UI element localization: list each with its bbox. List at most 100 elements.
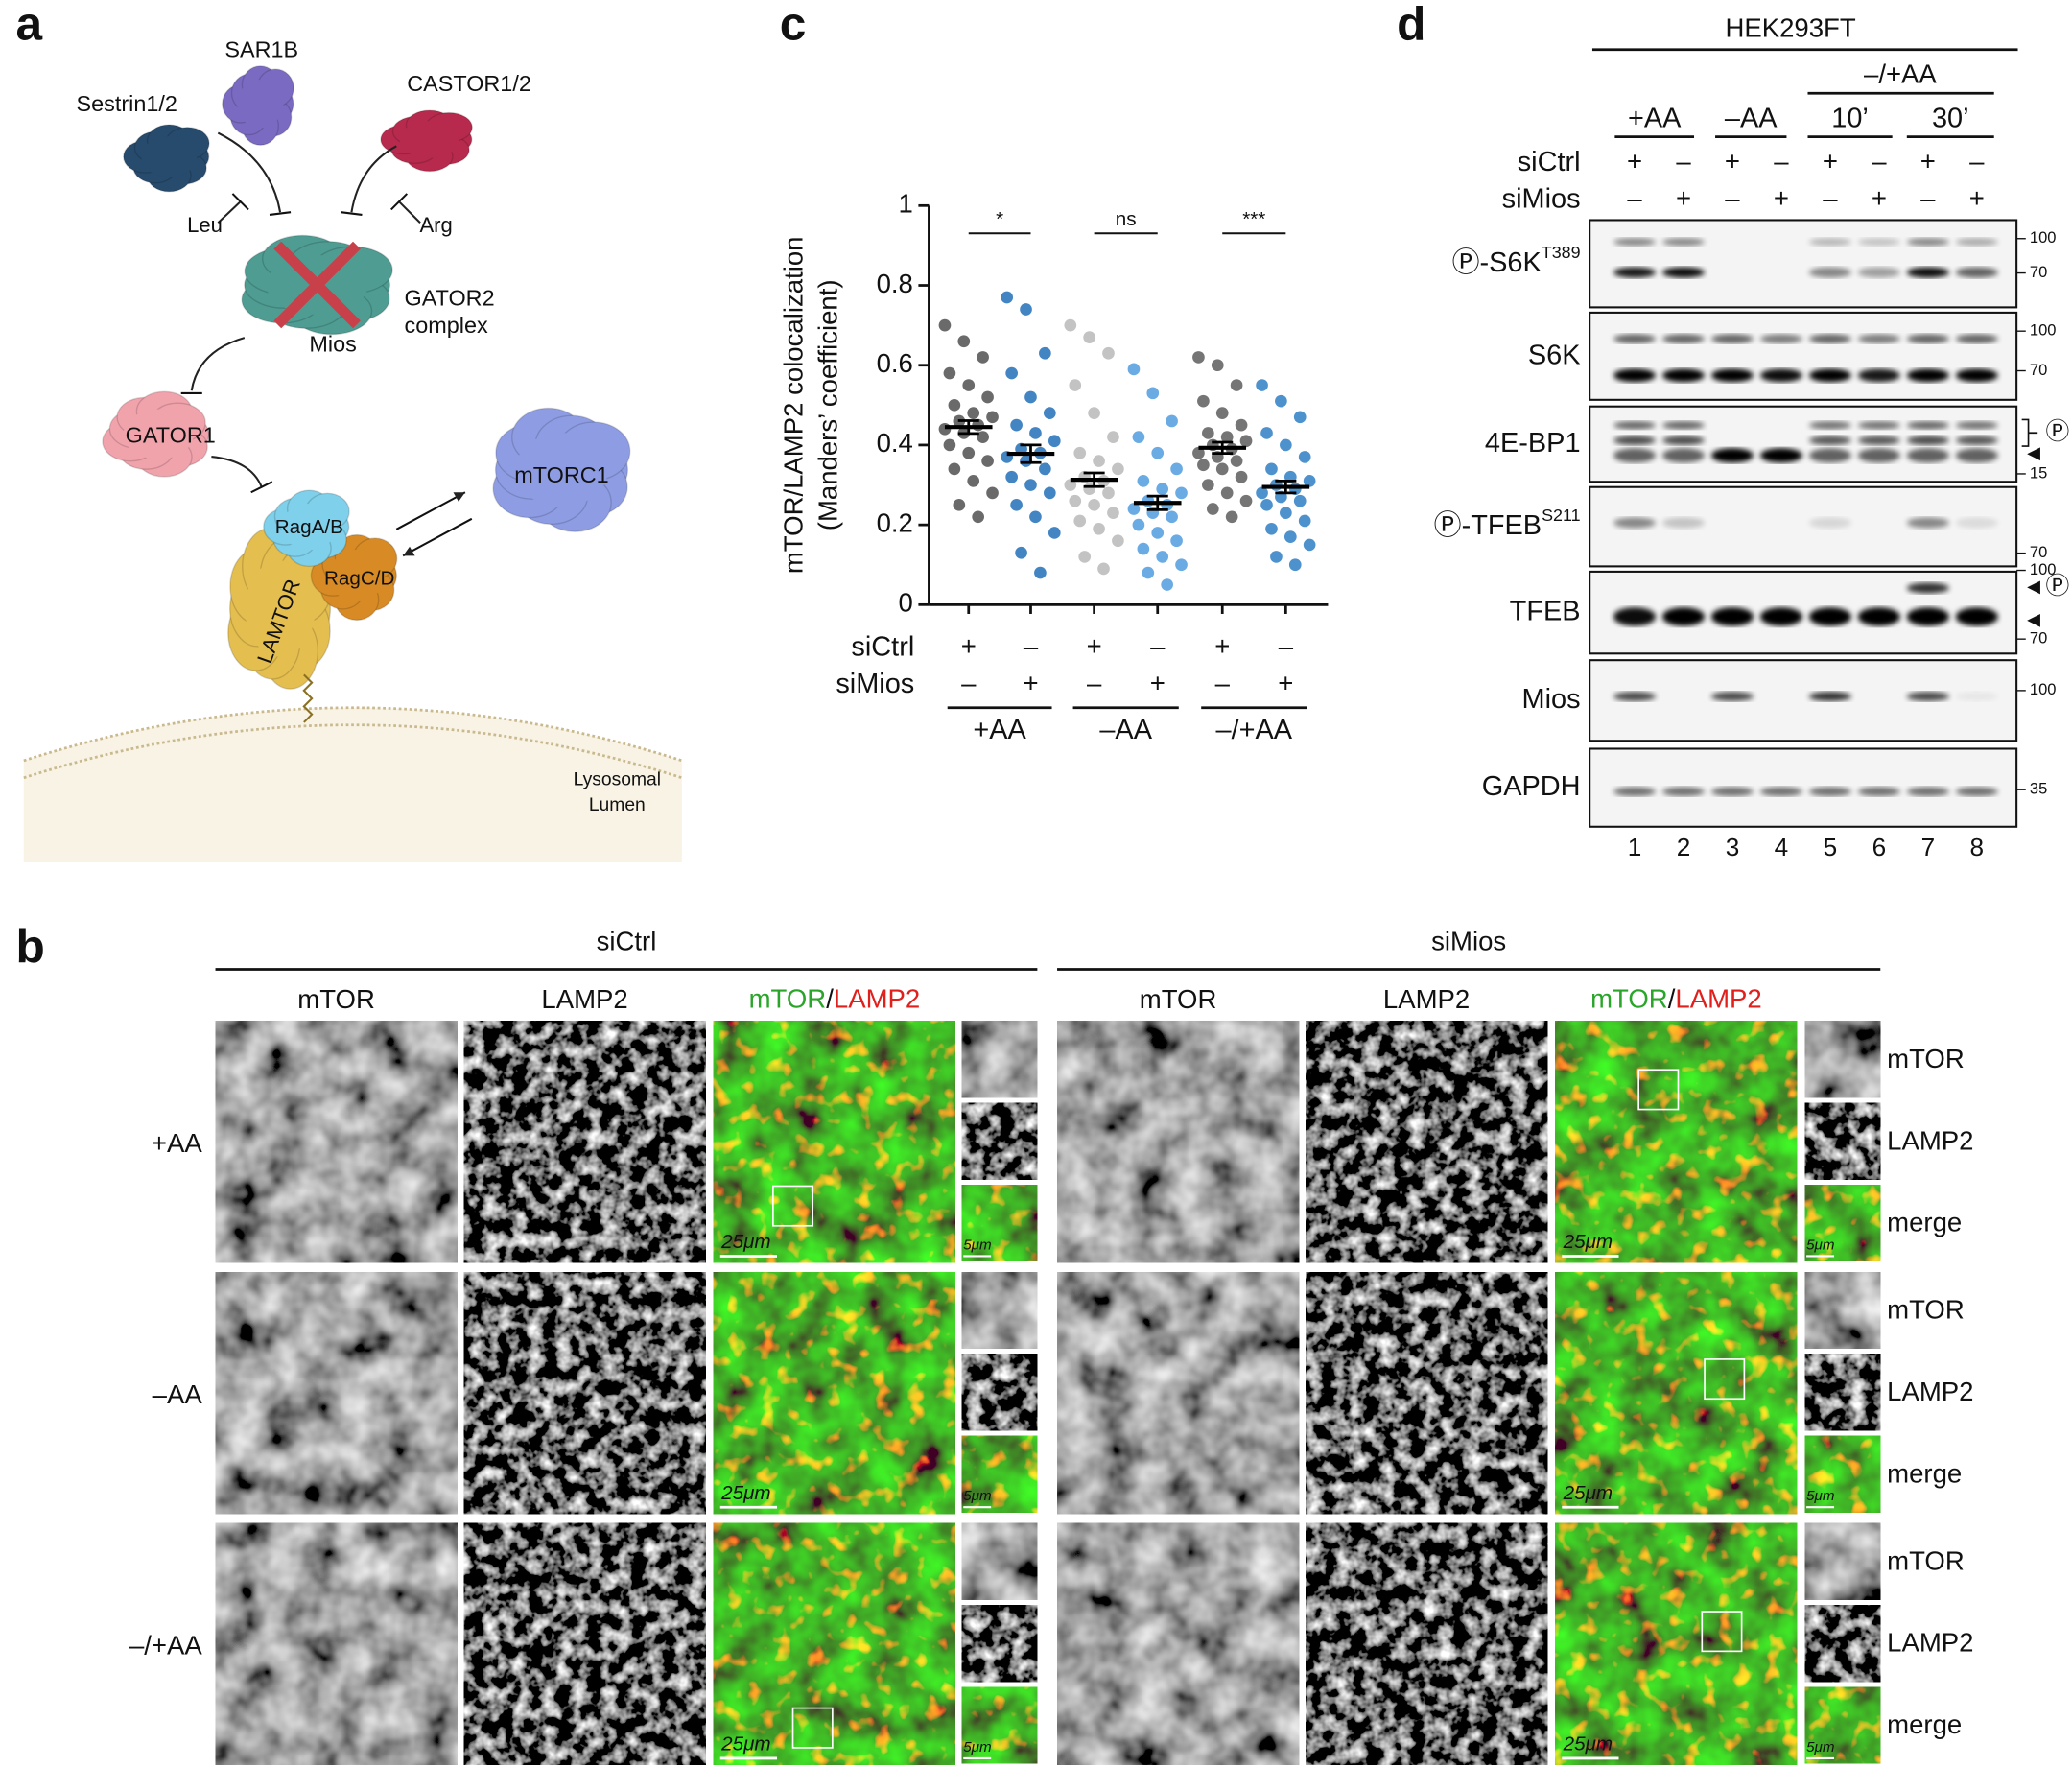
marker-label: 100 [2030,560,2057,578]
cell-line: HEK293FT [1725,12,1855,42]
scale-label: 5μm [963,1739,991,1755]
band [1661,517,1706,529]
cross [273,241,361,329]
marker-label: 70 [2030,629,2047,648]
data-point [1146,387,1160,400]
inset-label: merge [1887,1709,1962,1739]
scale-label: 25μm [1563,1482,1613,1504]
band [1661,436,1706,445]
band [1906,368,1949,383]
blot-label: TFEB [1510,596,1581,626]
data-point [1029,510,1042,524]
data-point [1256,379,1268,391]
data-point [1001,291,1014,304]
significance: *** [1242,208,1265,230]
header-part: LAMP2 [834,984,920,1014]
arrow [402,517,473,557]
band [1661,421,1706,430]
band [1808,238,1851,247]
data-point [1015,546,1027,559]
lane-number: 6 [1872,833,1887,861]
data-point [1202,479,1214,491]
label: SAR1B [224,36,298,61]
data-point [1142,566,1155,579]
scale-label: 5μm [1806,1237,1834,1253]
data-point [967,475,980,487]
band [1661,334,1706,343]
roi-box [1637,1069,1680,1111]
treatment-sign: + [1676,183,1691,213]
treatment-sign: + [1023,669,1038,698]
blot-label: 4E-BP1 [1485,428,1581,459]
data-point [1156,483,1169,496]
sar1b-protein [222,65,294,146]
blob-core [329,550,385,602]
roi-box [772,1185,814,1227]
band [1857,368,1900,383]
data-point [1293,411,1307,424]
error-bar [1146,494,1168,511]
label: Arg [419,213,452,237]
data-point [1093,455,1105,467]
data-point [1097,562,1110,576]
data-point [1132,518,1145,531]
band [1759,448,1802,463]
inset [1804,1354,1881,1431]
data-point [1270,551,1283,563]
band [1661,368,1706,383]
roi-box [791,1707,834,1749]
blot-name: TFEB [1510,596,1581,626]
data-point [1260,427,1273,439]
label: mTORC1 [514,462,608,487]
data-point [1107,507,1119,519]
inset [961,1435,1038,1513]
band [1613,267,1657,278]
blot [1589,747,2018,828]
data-point [1088,407,1100,419]
condition-label: +AA [973,715,1026,745]
inset [961,1021,1038,1098]
row-label: siMios [1502,183,1581,214]
data-point [1275,394,1287,408]
band [1857,238,1900,247]
data-point [1127,363,1141,376]
data-point [1303,538,1316,552]
blot-label: Ⓟ-S6KT389 [1452,243,1581,278]
condition-label: 30’ [1932,103,1969,133]
inset [961,1686,1038,1764]
inset [1804,1272,1881,1349]
blot [1589,311,2018,401]
band [1857,607,1900,626]
treatment-sign: + [1774,183,1789,213]
data-point [1206,503,1219,515]
blob-core [237,80,284,129]
inset [961,1522,1038,1600]
inset [1804,1021,1881,1098]
blob-core [281,503,338,551]
data-point [986,411,999,424]
data-point [1064,479,1077,491]
scale-label: 5μm [963,1237,991,1253]
inhibit-bar [250,481,273,494]
inhibit-arrow [217,200,242,224]
band [1661,787,1706,797]
blob-core [141,136,198,177]
scale-label: 5μm [1806,1739,1834,1755]
data-point [1043,407,1056,419]
lane-number: 3 [1726,833,1740,861]
condition-label: –/+AA [1216,715,1293,745]
treatment-sign: – [1676,147,1691,177]
panel-letter: a [16,0,43,50]
arrowhead [2027,447,2040,461]
header-part: / [826,984,834,1014]
data-point [1166,510,1178,524]
arrow [395,491,466,530]
band [1955,607,1998,626]
band [1906,582,1949,594]
data-point [1010,418,1023,432]
data-point [1024,390,1037,404]
error-bar [1275,479,1297,495]
band [1808,368,1851,383]
condition-label: +AA [1628,103,1682,133]
blot-name: Ⓟ-TFEB [1434,510,1542,541]
